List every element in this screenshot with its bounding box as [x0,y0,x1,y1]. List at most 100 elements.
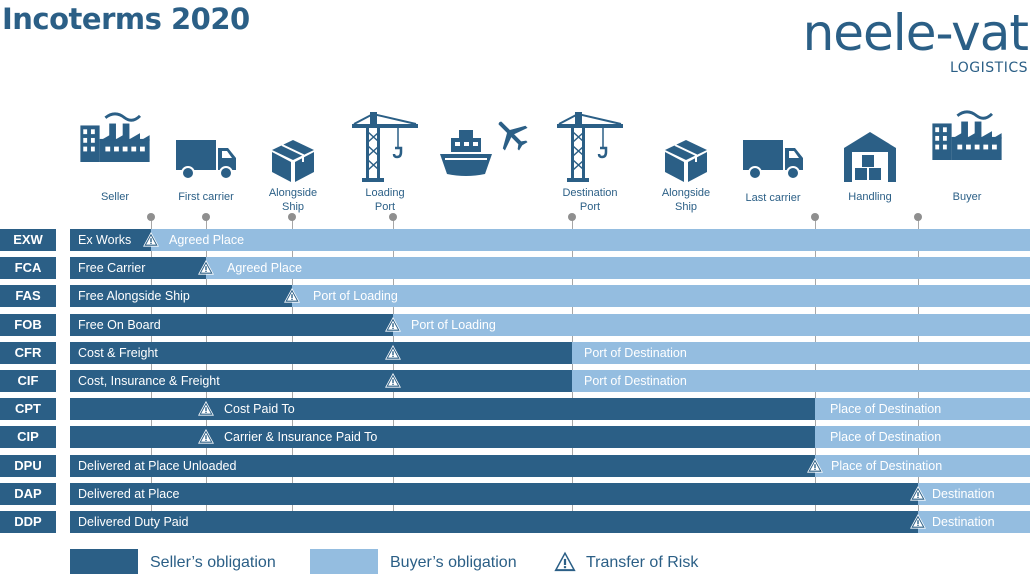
term-code: EXW [0,229,56,251]
term-code: CIP [0,426,56,448]
legend-buyer-label: Buyer’s obligation [390,554,517,571]
seller-obligation-bar [70,314,393,336]
buyer-text: Port of Destination [584,346,687,360]
box-icon [270,138,316,184]
factory-icon [77,112,153,162]
buyer-obligation-bar [70,285,1030,307]
seller-obligation-bar [70,511,918,533]
incoterm-row-cip: CIP Carrier & Insurance Paid To Place of D… [0,426,1030,448]
truck-icon [742,138,804,182]
incoterm-row-fca: FCA Free Carrier Agreed Place [0,257,1030,279]
incoterm-row-cfr: CFR Cost & Freight Port of Destination [0,342,1030,364]
risk-transfer-icon [198,260,214,275]
incoterm-row-cif: CIF Cost, Insurance & Freight Port of Dest… [0,370,1030,392]
incoterm-row-dap: DAP Delivered at Place Destination [0,483,1030,505]
term-code: DAP [0,483,56,505]
logo-subtitle: LOGISTICS [949,60,1028,76]
seller-text: Cost & Freight [78,346,158,360]
risk-transfer-icon [807,458,823,473]
seller-obligation-bar [70,455,815,477]
truck-icon [175,138,237,182]
term-code: DDP [0,511,56,533]
airplane-icon [493,116,531,154]
buyer-text: Port of Destination [584,374,687,388]
buyer-text: Agreed Place [227,261,303,275]
term-code: FAS [0,285,56,307]
buyer-text: Place of Destination [830,430,942,444]
stage-label: Alongside Ship [268,187,318,213]
seller-obligation-bar [70,370,572,392]
seller-text: Delivered at Place [78,487,180,501]
stage-label: First carrier [178,191,234,203]
term-code: CPT [0,398,56,420]
incoterm-row-fob: FOB Free On Board Port of Loading [0,314,1030,336]
buyer-obligation-bar [70,257,1030,279]
company-logo: neele-vat LOGISTICS [802,4,1029,76]
seller-text: Cost, Insurance & Freight [78,374,220,388]
timeline-dot [568,213,576,221]
stage-label: Last carrier [745,192,801,204]
risk-transfer-icon [385,317,401,332]
seller-text: Carrier & Insurance Paid To [224,430,378,444]
seller-obligation-bar [70,342,572,364]
term-code: FCA [0,257,56,279]
risk-transfer-icon [198,401,214,416]
box-icon [663,138,709,184]
seller-obligation-bar [70,398,815,420]
risk-transfer-icon [143,232,159,247]
timeline-dot [147,213,155,221]
seller-obligation-bar [70,285,292,307]
buyer-text: Destination [932,487,995,501]
incoterm-row-fas: FAS Free Alongside Ship Port of Loading [0,285,1030,307]
page-title: Incoterms 2020 [2,2,250,36]
crane-icon [350,112,420,182]
seller-obligation-bar [70,229,151,251]
stage-label: Alongside Ship [661,187,711,213]
seller-text: Free On Board [78,318,161,332]
factory-icon [930,110,1004,160]
incoterm-row-ddp: DDP Delivered Duty Paid Destination [0,511,1030,533]
logo-name: neele-vat [802,4,1029,62]
risk-transfer-icon [284,288,300,303]
incoterm-row-dpu: DPU Delivered at Place Unloaded Place of D… [0,455,1030,477]
incoterm-row-cpt: CPT Cost Paid To Place of Destination [0,398,1030,420]
legend-risk-icon [552,549,578,573]
legend-buyer-swatch [310,549,378,574]
buyer-text: Agreed Place [169,233,245,247]
stage-label: Seller [100,191,130,203]
timeline-dot [811,213,819,221]
term-code: CIF [0,370,56,392]
buyer-text: Place of Destination [830,402,942,416]
warehouse-icon [843,130,897,182]
risk-transfer-icon [910,514,926,529]
timeline-dot [202,213,210,221]
timeline-dot [389,213,397,221]
stage-label: Buyer [952,191,982,203]
risk-transfer-icon [385,373,401,388]
seller-obligation-bar [70,257,206,279]
seller-text: Delivered Duty Paid [78,515,189,529]
stage-label: Loading Port [365,187,405,213]
seller-text: Free Carrier [78,261,146,275]
buyer-obligation-bar [70,229,1030,251]
legend-risk-label: Transfer of Risk [586,554,699,571]
timeline-dot [914,213,922,221]
risk-transfer-icon [198,429,214,444]
seller-text: Delivered at Place Unloaded [78,459,237,473]
buyer-text: Place of Destination [831,459,943,473]
seller-text: Ex Works [78,233,132,247]
incoterm-row-exw: EXW Ex Works Agreed Place [0,229,1030,251]
seller-obligation-bar [70,483,918,505]
risk-transfer-icon [385,345,401,360]
buyer-text: Port of Loading [313,289,398,303]
buyer-text: Destination [932,515,995,529]
legend-seller-label: Seller’s obligation [150,554,276,571]
ship-icon [439,128,493,178]
timeline-dot [288,213,296,221]
buyer-text: Port of Loading [411,318,496,332]
seller-text: Cost Paid To [224,402,295,416]
term-code: FOB [0,314,56,336]
stage-label: Handling [848,191,892,203]
stage-label: Destination Port [562,187,618,213]
risk-transfer-icon [910,486,926,501]
